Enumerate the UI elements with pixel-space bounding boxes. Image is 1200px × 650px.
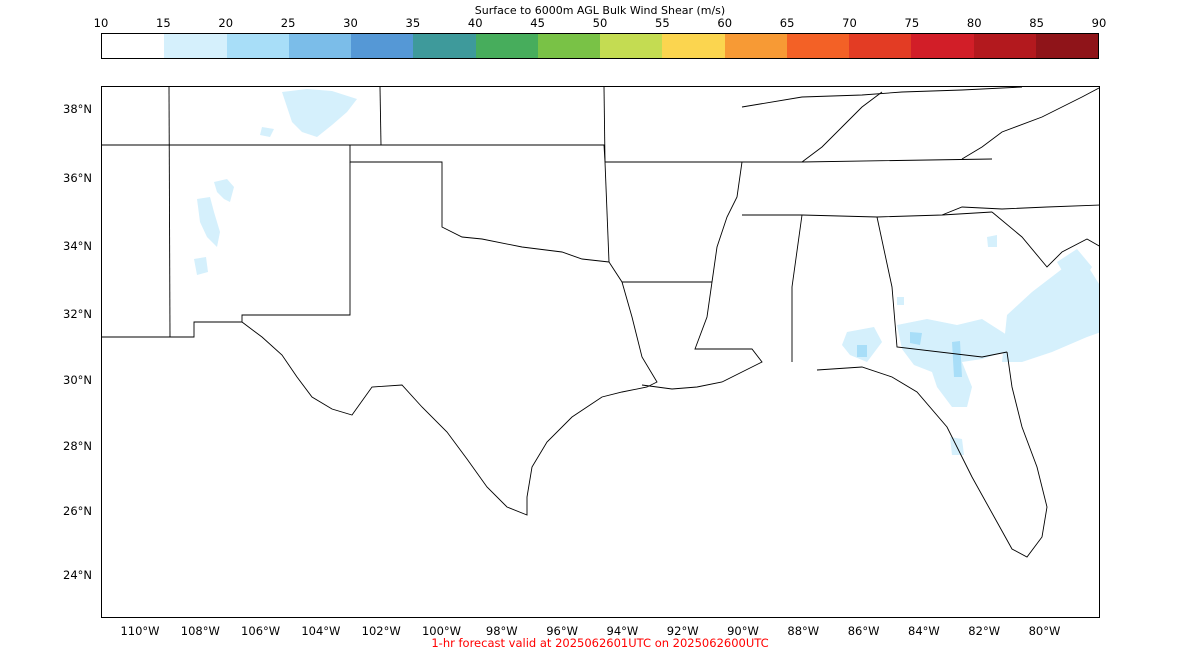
colorbar-segment <box>662 34 725 58</box>
colorbar-tick-label: 65 <box>779 16 795 30</box>
shear-core-3 <box>910 332 922 345</box>
louisiana-outline <box>622 281 763 390</box>
ok-south-border <box>349 145 610 263</box>
colorbar-segment <box>102 34 165 58</box>
colorbar-tick-label: 20 <box>218 16 234 30</box>
colorbar-segment <box>351 34 414 58</box>
nc-va-border <box>941 204 1099 216</box>
longitude-label: 102°W <box>361 624 401 638</box>
ms-al-ga-north <box>742 211 993 218</box>
latitude-label: 30°N <box>63 373 92 387</box>
wind-shear-shading-dark <box>857 332 962 377</box>
longitude-label: 96°W <box>546 624 578 638</box>
longitude-label: 86°W <box>847 624 880 638</box>
latitude-label: 32°N <box>63 307 92 321</box>
shear-area-colorado <box>282 89 357 137</box>
colorbar-segment <box>537 34 600 58</box>
colorbar-segment <box>164 34 227 58</box>
colorbar-tick-label: 80 <box>966 16 982 30</box>
longitude-label: 110°W <box>120 624 160 638</box>
colorbar-title: Surface to 6000m AGL Bulk Wind Shear (m/… <box>474 4 726 17</box>
wind-shear-shading <box>194 89 1099 455</box>
shear-core-1 <box>952 341 962 377</box>
latitude-label: 38°N <box>63 102 92 116</box>
map-frame[interactable] <box>101 86 1100 618</box>
longitude-label: 88°W <box>787 624 820 638</box>
state-boundaries <box>102 87 1099 558</box>
longitude-label: 94°W <box>606 624 639 638</box>
colorbar-segment <box>973 34 1036 58</box>
colorbar-segment <box>226 34 289 58</box>
colorbar-segment <box>849 34 912 58</box>
colorbar-segment <box>1035 34 1098 58</box>
colorbar-tick-label: 35 <box>405 16 421 30</box>
shear-area-nm-1 <box>214 179 234 202</box>
shear-area-nm-3 <box>194 257 208 275</box>
az-nm-border <box>168 87 171 338</box>
texas-outline <box>241 261 658 516</box>
colorbar-segment <box>475 34 538 58</box>
colorbar-tick-label: 45 <box>530 16 545 30</box>
colorbar-tick-label: 75 <box>904 16 920 30</box>
colorbar-segment <box>413 34 476 58</box>
shear-area-al <box>897 297 904 305</box>
map-canvas <box>102 87 1099 558</box>
colorbar-segment <box>724 34 787 58</box>
colorbar-tick-label: 85 <box>1029 16 1044 30</box>
colorbar-tick-label: 15 <box>156 16 171 30</box>
forecast-valid-text: 1-hr forecast valid at 2025062601UTC on … <box>431 636 769 650</box>
latitude-label: 36°N <box>63 171 92 185</box>
shear-area-panhandle <box>842 327 882 362</box>
shear-area-nc-coast <box>1057 249 1092 279</box>
latitude-label: 24°N <box>63 568 92 582</box>
tn-south-border <box>742 158 993 163</box>
ky-border <box>741 87 1023 108</box>
latitude-label: 26°N <box>63 504 92 518</box>
longitude-label: 104°W <box>301 624 341 638</box>
ok-north-border <box>352 144 606 163</box>
colorbar-tick-label: 10 <box>93 16 109 30</box>
ms-river <box>801 91 883 163</box>
shear-area-georgia <box>897 319 1007 407</box>
shear-area-sc <box>987 235 997 247</box>
colorbar-tick-label: 90 <box>1091 16 1107 30</box>
colorbar-tick-label: 70 <box>842 16 857 30</box>
colorbar-tick-label: 40 <box>467 16 483 30</box>
longitude-label: 84°W <box>908 624 940 638</box>
latitude-label: 28°N <box>63 439 92 453</box>
longitude-label: 106°W <box>241 624 281 638</box>
colorbar-tick-label: 25 <box>280 16 296 30</box>
colorbar-tick-label: 60 <box>717 16 733 30</box>
ok-east-border <box>604 161 610 263</box>
florida-outline <box>816 351 1048 558</box>
arkansas-outline <box>605 161 743 283</box>
longitude-label: 108°W <box>180 624 220 638</box>
colorbar-segment <box>288 34 351 58</box>
longitude-label: 92°W <box>666 624 699 638</box>
colorbar-segment <box>911 34 974 58</box>
ms-al-border <box>791 214 803 362</box>
al-ga-border <box>876 216 1008 358</box>
longitude-label: 80°W <box>1028 624 1061 638</box>
shear-area-nm-2 <box>197 197 220 247</box>
colorbar-tick-label: 55 <box>655 16 670 30</box>
colorbar-segment <box>600 34 663 58</box>
colorbar <box>101 33 1099 59</box>
shear-area-small <box>260 127 274 137</box>
shear-area-atlantic <box>1002 257 1099 362</box>
colorbar-tick-label: 30 <box>343 16 358 30</box>
mo-ks-border <box>603 87 606 163</box>
longitude-label: 82°W <box>968 624 1001 638</box>
colorbar-segment <box>786 34 849 58</box>
sc-nc-border <box>991 211 1099 268</box>
latitude-label: 34°N <box>63 239 92 253</box>
va-border <box>961 87 1099 160</box>
shear-core-2 <box>857 345 867 357</box>
longitude-label: 98°W <box>485 624 518 638</box>
longitude-label: 100°W <box>421 624 462 638</box>
co-ks-border <box>379 87 382 146</box>
longitude-label: 90°W <box>727 624 759 638</box>
colorbar-tick-label: 50 <box>592 16 608 30</box>
